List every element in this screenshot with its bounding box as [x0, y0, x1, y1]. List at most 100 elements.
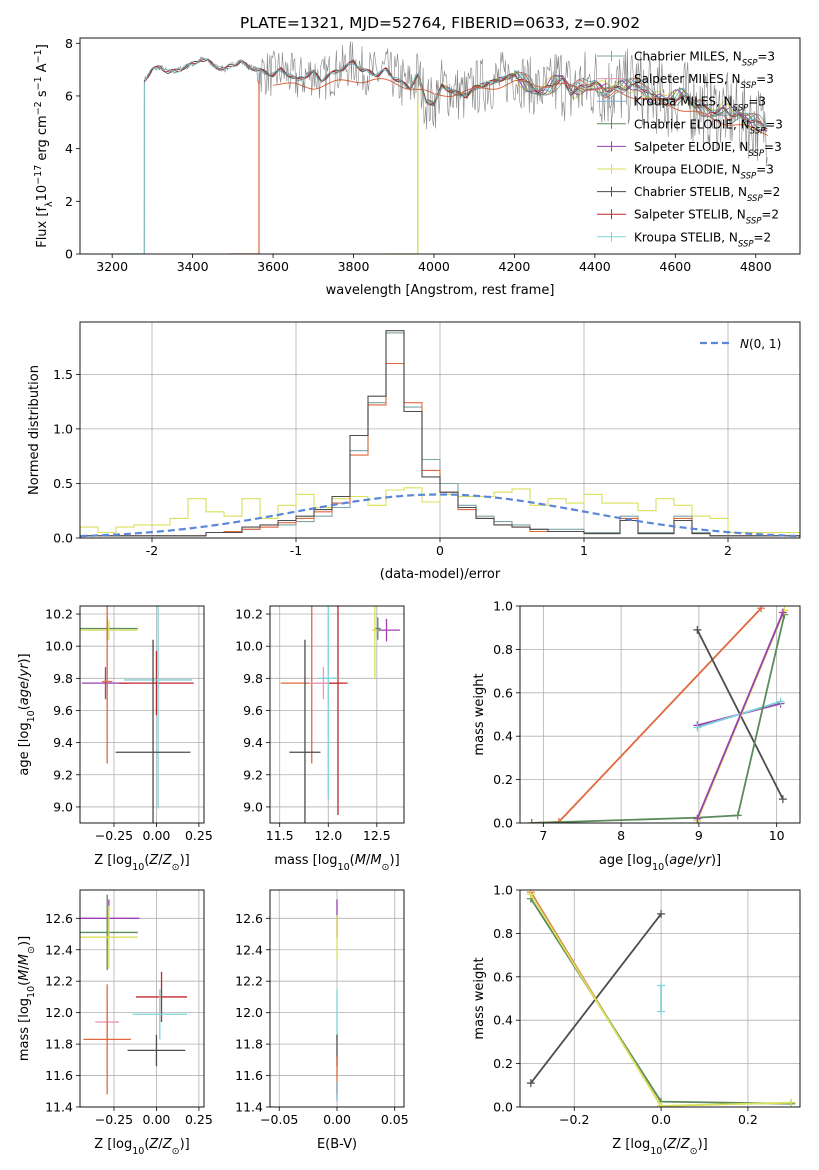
spectrum-lines: [112, 41, 768, 254]
y-tick-label: 10.2: [235, 607, 263, 622]
label-part: ⊙: [382, 862, 390, 873]
errorbar-point: [102, 606, 113, 764]
label-part: M: [17, 954, 32, 965]
label-part: ⊙: [172, 1146, 180, 1157]
x-tick-label: 3400: [177, 259, 209, 274]
x-tick-label: 4600: [659, 259, 691, 274]
legend-label: Salpeter STELIB, NSSP=2: [634, 208, 779, 227]
y-tick-label: 0.0: [53, 531, 73, 546]
axes-frame: [519, 605, 801, 824]
label-part: )]: [17, 653, 32, 663]
x-tick-label: 4800: [740, 259, 772, 274]
x-tick-label: −0.2: [559, 1112, 589, 1127]
x-tick-label: 3600: [257, 259, 289, 274]
x-tick-label: 10: [769, 828, 785, 843]
y-tick-label: 0: [65, 247, 73, 262]
y-tick-label: 1.0: [493, 883, 513, 898]
errorbars: [280, 606, 401, 823]
legend-label-part: Salpeter MILES, N: [634, 72, 741, 86]
y-tick-label: 11.8: [45, 1037, 73, 1052]
x-tick-label: 0: [436, 543, 444, 558]
errorbar-point: [80, 620, 138, 640]
legend-label-part: SSP: [742, 59, 758, 69]
legend-label-part: =3: [748, 95, 766, 109]
legend-label: Kroupa ELODIE, NSSP=3: [634, 163, 774, 182]
y-tick-label: 12.0: [235, 1005, 263, 1020]
y-tick-label: 9.4: [53, 735, 73, 750]
y-tick-label: 8: [65, 36, 73, 51]
x-tick-label: 4000: [418, 259, 450, 274]
label-part: )]: [698, 1137, 708, 1152]
y-tick-label: 9.2: [53, 767, 73, 782]
label-part: (: [662, 1137, 667, 1152]
label-part: s: [35, 90, 50, 101]
legend-label-part: Kroupa MILES, N: [634, 95, 733, 109]
errorbar-point: [328, 606, 348, 815]
label-part: (: [144, 1137, 149, 1152]
legend-label-part: Chabrier STELIB, N: [634, 185, 747, 199]
y-tick-label: 0.5: [53, 476, 73, 491]
model-spectrum: [143, 57, 768, 254]
weight-marker: [693, 814, 702, 823]
x-tick-label: 9: [695, 828, 703, 843]
label-part: /: [158, 853, 163, 868]
label-part: (: [350, 853, 355, 868]
weight-marker: [526, 890, 535, 899]
label-part: age [log: [17, 722, 32, 775]
y-tick-label: 0.0: [493, 816, 513, 831]
label-part: Z [log: [612, 1137, 650, 1152]
y-tick-label: 0.0: [493, 1100, 513, 1115]
legend-label-part: SSP: [741, 81, 757, 91]
legend-label-part: =2: [763, 185, 781, 199]
label-part: /: [676, 1137, 681, 1152]
label-part: 10: [26, 710, 37, 722]
axes-frame: [269, 889, 405, 1108]
legend-label: N(0, 1): [740, 337, 781, 351]
y-tick-label: 12.0: [45, 1005, 73, 1020]
axes-mass-vs-ebv: −0.05 0.00 0.05 11.4 11.6 11.8 12.0 12.2 12.4 12.…: [235, 889, 409, 1152]
y-tick-label: 9.8: [243, 671, 263, 686]
x-axis-label: wavelength [Angstrom, rest frame]: [326, 283, 555, 298]
label-part: M: [17, 970, 32, 981]
label-part: 10: [132, 1146, 144, 1157]
label-part: M: [355, 853, 366, 868]
axes-frame: [79, 605, 205, 824]
legend-label: Chabrier ELODIE, NSSP=3: [634, 117, 783, 136]
weight-series: [531, 614, 786, 823]
y-tick-label: 0.2: [493, 1056, 513, 1071]
y-tick-label: 11.8: [235, 1037, 263, 1052]
y-tick-label: 0.8: [493, 926, 513, 941]
y-tick-label: 4: [65, 141, 73, 156]
errorbar-point: [127, 1034, 186, 1067]
x-tick-label: 12.0: [314, 828, 342, 843]
x-tick-label: 0.0: [651, 1112, 671, 1127]
model-spectrum: [143, 58, 768, 254]
weight-series: [697, 700, 781, 729]
label-part: (: [17, 981, 32, 986]
y-tick-label: 11.4: [45, 1100, 73, 1115]
label-part: 10: [26, 986, 37, 998]
label-part: 10: [650, 1146, 662, 1157]
axes-frame: [79, 889, 205, 1108]
legend-label: Kroupa STELIB, NSSP=2: [634, 230, 771, 249]
label-part: age: [669, 853, 693, 868]
histograms: [80, 330, 800, 538]
x-tick-label: 3800: [338, 259, 370, 274]
label-part: Z: [148, 1137, 159, 1152]
legend-label: Kroupa MILES, NSSP=3: [634, 95, 766, 114]
y-tick-label: 12.2: [235, 974, 263, 989]
legend-label-part: =3: [757, 50, 775, 64]
y-tick-label: 9.0: [53, 799, 73, 814]
label-part: −1: [33, 49, 44, 63]
y-tick-label: 10.2: [45, 607, 73, 622]
x-tick-label: 4200: [499, 259, 531, 274]
legend-label: Salpeter ELODIE, NSSP=3: [634, 140, 782, 159]
label-part: 10: [338, 862, 350, 873]
weight-marker: [693, 723, 702, 732]
label-part: /: [17, 965, 32, 970]
y-tick-label: 9.6: [53, 703, 73, 718]
label-part: age: [17, 681, 32, 705]
legend-label-part: SSP: [746, 217, 762, 227]
